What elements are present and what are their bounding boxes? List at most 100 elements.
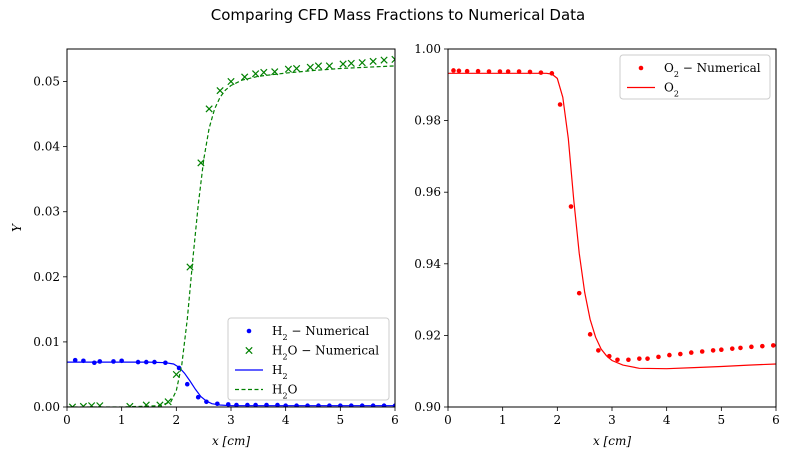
data-point	[142, 401, 150, 407]
series-layer	[448, 68, 776, 370]
data-point	[260, 68, 268, 77]
data-point	[749, 344, 754, 350]
data-point	[656, 354, 661, 360]
data-point	[456, 68, 462, 74]
data-point	[699, 349, 705, 354]
x-tick-label: 2	[173, 413, 181, 427]
data-point	[292, 64, 301, 73]
series-h2-line	[67, 361, 395, 407]
data-point	[475, 68, 481, 74]
series-o2-numerical	[451, 68, 776, 363]
plot-frame	[447, 48, 777, 408]
data-point	[251, 70, 260, 78]
y-tick-label: 0.01	[33, 335, 60, 349]
data-point	[710, 348, 716, 353]
x-tick-label: 1	[499, 413, 507, 427]
y-tick-label: 0.04	[33, 140, 60, 154]
y-tick-label: 0.98	[414, 114, 441, 128]
x-axis-label: x [cm]	[212, 434, 250, 448]
data-point	[325, 62, 334, 70]
data-point	[557, 102, 563, 107]
data-point	[369, 57, 377, 65]
legend-entry: O2 − Numerical	[664, 61, 761, 79]
legend-entry: H2	[272, 363, 288, 381]
legend-box	[227, 317, 390, 401]
y-tick-label: 0.90	[414, 400, 441, 414]
x-tick-label: 2	[554, 413, 562, 427]
data-point	[87, 402, 96, 407]
data-point	[626, 357, 631, 363]
data-point	[688, 350, 694, 355]
x-tick-label: 4	[663, 413, 671, 427]
y-tick-label: 0.03	[33, 205, 60, 219]
x-tick-label: 6	[772, 413, 780, 427]
series-o2-line	[448, 72, 776, 370]
data-point	[760, 343, 765, 349]
data-point	[380, 56, 388, 64]
x-tick-label: 4	[282, 413, 290, 427]
data-point	[358, 59, 366, 67]
data-point	[284, 65, 293, 73]
x-tick-label: 6	[391, 413, 399, 427]
data-point	[678, 351, 683, 357]
legend: O2 − Numerical O2	[619, 54, 771, 100]
data-point	[197, 159, 205, 167]
y-axis-label: Y	[10, 223, 24, 232]
data-point	[719, 347, 724, 353]
data-point	[227, 77, 235, 86]
x-tick-label: 5	[337, 413, 345, 427]
data-point	[126, 402, 134, 407]
data-point	[451, 68, 456, 73]
data-point	[729, 346, 735, 351]
data-point	[314, 62, 323, 70]
data-point	[241, 73, 249, 81]
data-point	[538, 70, 544, 75]
legend-handle	[245, 346, 253, 355]
data-point	[615, 357, 620, 363]
left-plot: 0 1 2 3 4 5 6 0.00 0.01 0.02 0.03 0.04 0.05 x [cm] Y H2…	[10, 48, 399, 448]
data-point	[596, 348, 601, 353]
data-point	[464, 68, 470, 74]
data-point	[96, 402, 104, 407]
y-tick-label: 0.00	[33, 400, 60, 414]
data-point	[156, 401, 164, 407]
y-tick-label: 0.94	[414, 257, 441, 271]
data-point	[576, 290, 582, 296]
data-point	[79, 402, 88, 407]
data-point	[339, 60, 347, 68]
x-tick-label: 3	[608, 413, 616, 427]
legend-entry: H2 − Numerical	[272, 324, 369, 342]
figure-title: Comparing CFD Mass Fractions to Numerica…	[211, 6, 585, 24]
data-point	[637, 356, 642, 361]
data-point	[72, 357, 78, 363]
y-tick-label: 0.96	[414, 185, 441, 199]
x-tick-label: 0	[444, 413, 452, 427]
y-tick-label: 0.02	[33, 270, 60, 284]
data-point	[568, 204, 574, 209]
legend-handle	[638, 65, 644, 71]
y-tick-label: 0.92	[414, 328, 441, 342]
series-h2o-numerical	[68, 55, 395, 407]
y-tick-label: 1.00	[414, 42, 441, 56]
data-point	[645, 356, 650, 361]
legend-entry: H2O	[272, 383, 298, 401]
series-layer	[67, 55, 395, 407]
data-point	[587, 332, 593, 337]
legend-box	[619, 54, 771, 100]
data-point	[216, 87, 224, 95]
legend-entry: H2O − Numerical	[272, 344, 379, 362]
x-tick-label: 3	[227, 413, 235, 427]
y-tick-label: 0.05	[33, 75, 60, 89]
data-point	[738, 345, 743, 351]
data-point	[184, 381, 190, 387]
data-point	[92, 360, 97, 366]
legend-handle	[246, 328, 252, 334]
data-point	[347, 59, 355, 67]
x-tick-label: 0	[63, 413, 71, 427]
data-point	[172, 370, 180, 379]
right-plot: 0 1 2 3 4 5 6 0.90 0.92 0.94 0.96 0.98 1.00 x [cm] O2 …	[414, 42, 780, 448]
data-point	[68, 403, 77, 407]
data-point	[97, 359, 103, 364]
